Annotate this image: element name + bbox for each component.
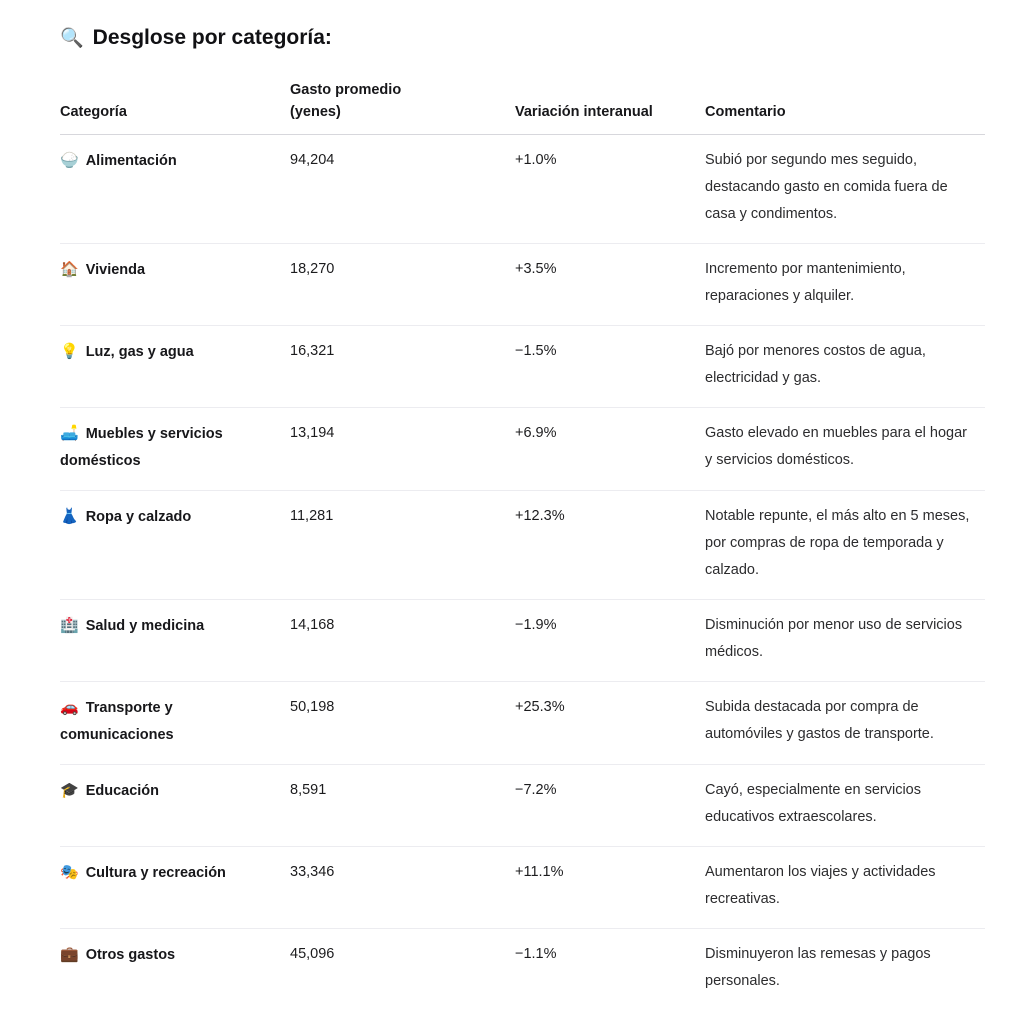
category-icon: 🏥 (60, 616, 79, 634)
category-label: Ropa y calzado (85, 508, 192, 525)
category-label: Transporte y comunicaciones (60, 699, 174, 743)
category-cell: 💼 Otros gastos (60, 929, 290, 1010)
gasto-value: 14,168 (290, 616, 335, 633)
category-icon: 🎓 (60, 781, 79, 799)
table-row: 🏠 Vivienda 18,270 +3.5% Incremento por ma… (60, 244, 985, 326)
category-cell: 🚗 Transporte y comunicaciones (60, 682, 290, 764)
category-label: Otros gastos (85, 946, 176, 963)
comentario-text: Gasto elevado en muebles para el hogar y… (705, 424, 967, 468)
comentario-text: Notable repunte, el más alto en 5 meses,… (705, 507, 970, 578)
category-icon: 🛋️ (60, 424, 79, 442)
variacion-value: +1.0% (515, 151, 557, 168)
table-row: 👗 Ropa y calzado 11,281 +12.3% Notable re… (60, 491, 985, 600)
category-cell: 🍚 Alimentación (60, 135, 290, 243)
gasto-value: 94,204 (290, 151, 335, 168)
category-icon: 💡 (60, 342, 79, 360)
table-row: 🛋️ Muebles y servicios domésticos 13,194 … (60, 408, 985, 491)
table-row: 🎭 Cultura y recreación 33,346 +11.1% Aume… (60, 847, 985, 929)
header-gasto-promedio: Gasto promedio (yenes) (290, 80, 515, 134)
category-label: Educación (85, 782, 160, 799)
variacion-value: −1.1% (515, 945, 557, 962)
gasto-value: 11,281 (290, 507, 334, 524)
category-cell: 💡 Luz, gas y agua (60, 326, 290, 407)
comentario-text: Aumentaron los viajes y actividades recr… (705, 863, 936, 907)
table-row: 💼 Otros gastos 45,096 −1.1% Disminuyeron … (60, 929, 985, 1010)
gasto-value: 50,198 (290, 698, 335, 715)
variacion-value: +11.1% (515, 863, 564, 880)
comentario-text: Incremento por mantenimiento, reparacion… (705, 260, 906, 304)
comentario-text: Bajó por menores costos de agua, electri… (705, 342, 926, 386)
gasto-value: 8,591 (290, 781, 327, 798)
variacion-value: −7.2% (515, 781, 557, 798)
category-cell: 🏥 Salud y medicina (60, 600, 290, 681)
variacion-value: +6.9% (515, 424, 557, 441)
category-icon: 🚗 (60, 698, 79, 716)
comentario-text: Subida destacada por compra de automóvil… (705, 698, 934, 742)
magnifier-icon: 🔍 (60, 28, 84, 49)
variacion-value: +25.3% (515, 698, 565, 715)
category-icon: 🏠 (60, 260, 79, 278)
category-cell: 🏠 Vivienda (60, 244, 290, 325)
table-row: 🎓 Educación 8,591 −7.2% Cayó, especialmen… (60, 765, 985, 847)
gasto-value: 18,270 (290, 260, 335, 277)
category-icon: 👗 (60, 507, 79, 525)
category-icon: 🎭 (60, 863, 79, 881)
variacion-value: +3.5% (515, 260, 557, 277)
variacion-value: +12.3% (515, 507, 565, 524)
comentario-text: Cayó, especialmente en servicios educati… (705, 781, 921, 825)
category-cell: 🛋️ Muebles y servicios domésticos (60, 408, 290, 490)
section-title-text: Desglose por categoría: (92, 26, 332, 49)
category-table: Categoría Gasto promedio (yenes) Variaci… (60, 80, 985, 1010)
category-label: Luz, gas y agua (85, 343, 194, 360)
category-cell: 👗 Ropa y calzado (60, 491, 290, 599)
category-cell: 🎭 Cultura y recreación (60, 847, 290, 928)
header-comentario: Comentario (705, 103, 786, 120)
table-header-row: Categoría Gasto promedio (yenes) Variaci… (60, 80, 985, 135)
variacion-value: −1.9% (515, 616, 557, 633)
comentario-text: Disminución por menor uso de servicios m… (705, 616, 963, 660)
category-label: Alimentación (85, 152, 177, 169)
category-label: Cultura y recreación (85, 864, 226, 881)
table-row: 💡 Luz, gas y agua 16,321 −1.5% Bajó por m… (60, 326, 985, 408)
table-body: 🍚 Alimentación 94,204 +1.0% Subió por seg… (60, 135, 985, 1010)
header-gasto-promedio-text: Gasto promedio (yenes) (290, 82, 402, 120)
category-icon: 💼 (60, 945, 79, 963)
table-row: 🍚 Alimentación 94,204 +1.0% Subió por seg… (60, 135, 985, 244)
table-row: 🚗 Transporte y comunicaciones 50,198 +25.… (60, 682, 985, 765)
header-variacion-interanual: Variación interanual (515, 103, 653, 120)
category-cell: 🎓 Educación (60, 765, 290, 846)
category-icon: 🍚 (60, 151, 79, 169)
gasto-value: 13,194 (290, 424, 335, 441)
category-label: Salud y medicina (85, 617, 205, 634)
comentario-text: Disminuyeron las remesas y pagos persona… (705, 945, 931, 989)
section-title: 🔍 Desglose por categoría: (60, 26, 985, 50)
header-categoria: Categoría (60, 103, 127, 120)
gasto-value: 45,096 (290, 945, 335, 962)
comentario-text: Subió por segundo mes seguido, destacand… (705, 151, 948, 222)
variacion-value: −1.5% (515, 342, 557, 359)
category-label: Muebles y servicios domésticos (60, 425, 223, 469)
gasto-value: 16,321 (290, 342, 335, 359)
table-row: 🏥 Salud y medicina 14,168 −1.9% Disminuci… (60, 600, 985, 682)
category-label: Vivienda (85, 261, 146, 278)
gasto-value: 33,346 (290, 863, 335, 880)
